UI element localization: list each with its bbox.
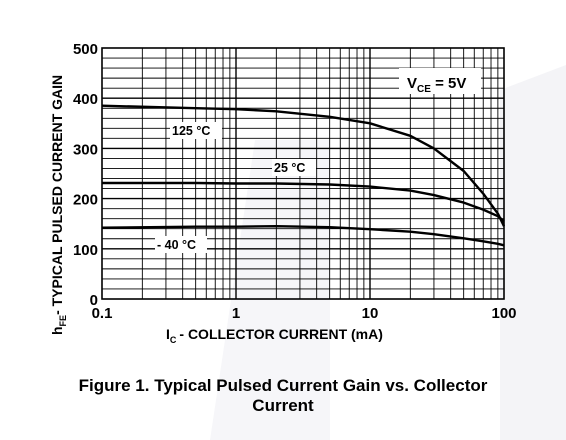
series-line-0 bbox=[101, 104, 506, 227]
x-axis-label: IC - COLLECTOR CURRENT (mA) bbox=[166, 326, 383, 345]
y-axis-label-sub: FE bbox=[58, 315, 68, 327]
series-label-box bbox=[170, 122, 222, 139]
annotation-vce-sub: CE bbox=[417, 84, 431, 95]
plot-frame bbox=[101, 47, 505, 300]
y-tick-label: 100 bbox=[73, 242, 98, 259]
y-tick-label: 300 bbox=[73, 141, 98, 158]
series-label-1: 25 °C bbox=[274, 161, 305, 175]
series-label-2: - 40 °C bbox=[157, 238, 196, 252]
y-axis-label: hFE- TYPICAL PULSED CURRENT GAIN bbox=[49, 75, 68, 335]
svg-text:VCE = 5V: VCE = 5V bbox=[407, 75, 466, 95]
series-lines bbox=[101, 104, 506, 247]
x-axis-label-pre: I bbox=[166, 326, 170, 342]
x-axis-label-sub: C bbox=[170, 335, 177, 345]
y-tick-labels: 0 100 200 300 400 500 bbox=[73, 41, 98, 309]
series-label-0: 125 °C bbox=[172, 124, 210, 138]
y-axis-label-pre: h bbox=[49, 326, 65, 335]
y-tick-label: 200 bbox=[73, 192, 98, 209]
series-label-box bbox=[272, 159, 316, 176]
figure-caption-line1: Figure 1. Typical Pulsed Current Gain vs… bbox=[78, 376, 488, 395]
annotation-vce-post: = 5V bbox=[431, 75, 466, 92]
annotation-vce: VCE = 5V bbox=[399, 68, 481, 95]
x-tick-labels: 0.1 1 10 100 bbox=[92, 305, 517, 322]
series-labels: 125 °C 25 °C - 40 °C bbox=[155, 122, 316, 253]
y-tick-label: 0 bbox=[90, 292, 98, 309]
x-tick-label: 0.1 bbox=[92, 305, 113, 322]
y-axis-label-post: - TYPICAL PULSED CURRENT GAIN bbox=[49, 75, 65, 315]
annotation-vce-pre: V bbox=[407, 75, 417, 92]
x-axis-label-post: - COLLECTOR CURRENT (mA) bbox=[179, 326, 383, 342]
figure-caption-line2: Current bbox=[252, 396, 314, 415]
y-tick-label: 500 bbox=[73, 41, 98, 58]
series-label-box bbox=[155, 236, 207, 253]
y-tick-label: 400 bbox=[73, 91, 98, 108]
x-tick-label: 10 bbox=[362, 305, 379, 322]
series-line-2 bbox=[101, 224, 505, 247]
x-tick-label: 1 bbox=[232, 305, 240, 322]
series-line-1 bbox=[102, 181, 505, 223]
x-tick-label: 100 bbox=[491, 305, 516, 322]
